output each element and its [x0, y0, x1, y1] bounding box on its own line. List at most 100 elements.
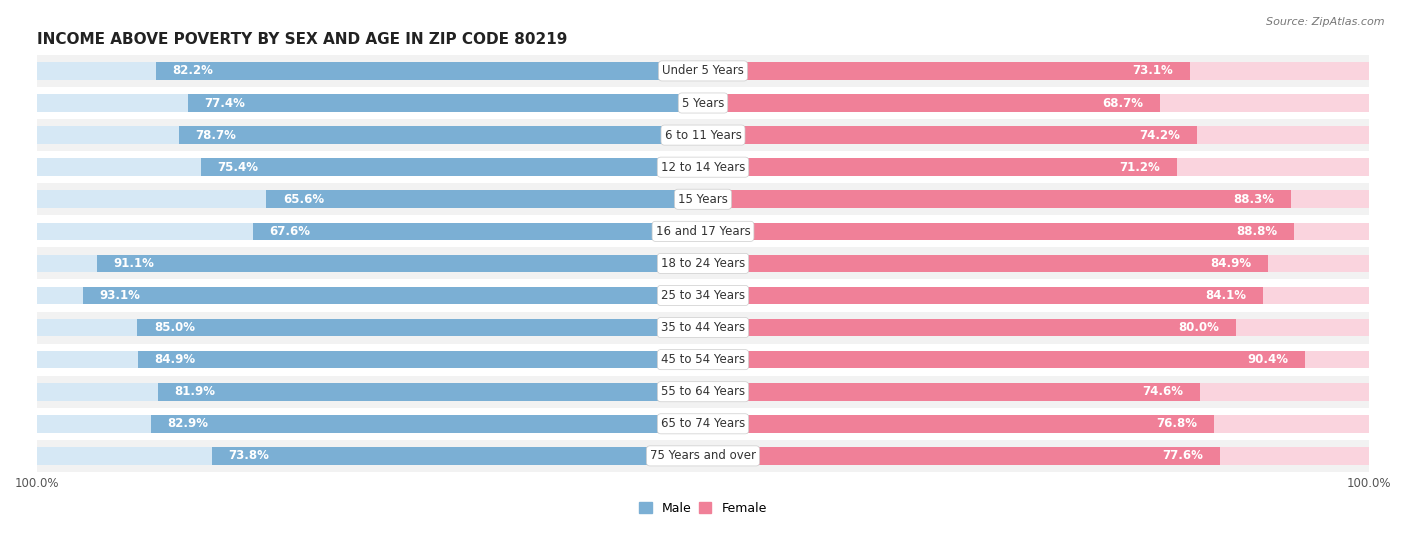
Text: INCOME ABOVE POVERTY BY SEX AND AGE IN ZIP CODE 80219: INCOME ABOVE POVERTY BY SEX AND AGE IN Z… — [37, 32, 568, 47]
Bar — [179, 126, 703, 144]
Bar — [703, 158, 1369, 176]
Text: 84.9%: 84.9% — [155, 353, 195, 366]
Bar — [266, 191, 703, 208]
Text: 6 to 11 Years: 6 to 11 Years — [665, 129, 741, 141]
Text: 73.1%: 73.1% — [1132, 64, 1173, 78]
Bar — [703, 351, 1305, 368]
Bar — [138, 319, 703, 337]
Bar — [37, 119, 1369, 151]
Text: 74.6%: 74.6% — [1142, 385, 1182, 398]
Text: 16 and 17 Years: 16 and 17 Years — [655, 225, 751, 238]
Bar — [37, 94, 703, 112]
Bar — [37, 191, 703, 208]
Bar — [703, 319, 1236, 337]
Text: 73.8%: 73.8% — [228, 449, 269, 462]
Bar — [37, 222, 703, 240]
Bar — [37, 280, 1369, 311]
Text: 18 to 24 Years: 18 to 24 Years — [661, 257, 745, 270]
Bar — [150, 415, 703, 433]
Text: 88.8%: 88.8% — [1236, 225, 1278, 238]
Text: 85.0%: 85.0% — [153, 321, 195, 334]
Text: Source: ZipAtlas.com: Source: ZipAtlas.com — [1267, 17, 1385, 27]
Bar — [37, 55, 1369, 87]
Bar — [703, 222, 1294, 240]
Bar — [703, 383, 1199, 401]
Bar — [703, 351, 1369, 368]
Bar — [37, 383, 703, 401]
Bar — [703, 62, 1369, 80]
Text: 75 Years and over: 75 Years and over — [650, 449, 756, 462]
Bar — [37, 151, 1369, 183]
Bar — [703, 62, 1189, 80]
Text: 82.9%: 82.9% — [167, 418, 208, 430]
Bar — [703, 415, 1215, 433]
Bar — [703, 415, 1369, 433]
Text: 15 Years: 15 Years — [678, 193, 728, 206]
Bar — [37, 248, 1369, 280]
Text: 45 to 54 Years: 45 to 54 Years — [661, 353, 745, 366]
Bar — [253, 222, 703, 240]
Bar — [703, 319, 1369, 337]
Text: Under 5 Years: Under 5 Years — [662, 64, 744, 78]
Bar — [157, 383, 703, 401]
Legend: Male, Female: Male, Female — [634, 497, 772, 520]
Bar — [37, 287, 703, 304]
Bar — [37, 62, 703, 80]
Text: 35 to 44 Years: 35 to 44 Years — [661, 321, 745, 334]
Bar — [37, 447, 703, 465]
Text: 78.7%: 78.7% — [195, 129, 236, 141]
Text: 81.9%: 81.9% — [174, 385, 215, 398]
Text: 67.6%: 67.6% — [270, 225, 311, 238]
Bar — [703, 126, 1369, 144]
Bar — [37, 254, 703, 272]
Text: 88.3%: 88.3% — [1233, 193, 1274, 206]
Text: 82.2%: 82.2% — [173, 64, 214, 78]
Bar — [138, 351, 703, 368]
Bar — [37, 415, 703, 433]
Bar — [37, 351, 703, 368]
Bar — [37, 408, 1369, 440]
Text: 5 Years: 5 Years — [682, 97, 724, 110]
Bar — [212, 447, 703, 465]
Bar — [703, 254, 1369, 272]
Text: 80.0%: 80.0% — [1178, 321, 1219, 334]
Bar — [703, 383, 1369, 401]
Bar — [37, 319, 703, 337]
Bar — [703, 191, 1291, 208]
Text: 65.6%: 65.6% — [283, 193, 323, 206]
Bar — [703, 94, 1369, 112]
Bar — [37, 376, 1369, 408]
Text: 91.1%: 91.1% — [112, 257, 155, 270]
Bar — [201, 158, 703, 176]
Bar — [83, 287, 703, 304]
Bar — [703, 254, 1268, 272]
Bar — [703, 222, 1369, 240]
Text: 77.4%: 77.4% — [204, 97, 245, 110]
Text: 93.1%: 93.1% — [100, 289, 141, 302]
Bar — [37, 344, 1369, 376]
Text: 77.6%: 77.6% — [1163, 449, 1204, 462]
Text: 74.2%: 74.2% — [1139, 129, 1181, 141]
Text: 55 to 64 Years: 55 to 64 Years — [661, 385, 745, 398]
Bar — [37, 440, 1369, 472]
Bar — [703, 447, 1369, 465]
Bar — [97, 254, 703, 272]
Bar — [703, 447, 1219, 465]
Bar — [37, 311, 1369, 344]
Text: 90.4%: 90.4% — [1247, 353, 1288, 366]
Text: 25 to 34 Years: 25 to 34 Years — [661, 289, 745, 302]
Bar — [703, 287, 1369, 304]
Bar — [37, 158, 703, 176]
Bar — [37, 215, 1369, 248]
Bar — [703, 94, 1160, 112]
Bar — [703, 191, 1369, 208]
Bar — [156, 62, 703, 80]
Text: 71.2%: 71.2% — [1119, 160, 1160, 174]
Text: 65 to 74 Years: 65 to 74 Years — [661, 418, 745, 430]
Text: 84.9%: 84.9% — [1211, 257, 1251, 270]
Text: 12 to 14 Years: 12 to 14 Years — [661, 160, 745, 174]
Text: 75.4%: 75.4% — [218, 160, 259, 174]
Text: 76.8%: 76.8% — [1157, 418, 1198, 430]
Bar — [188, 94, 703, 112]
Bar — [703, 158, 1177, 176]
